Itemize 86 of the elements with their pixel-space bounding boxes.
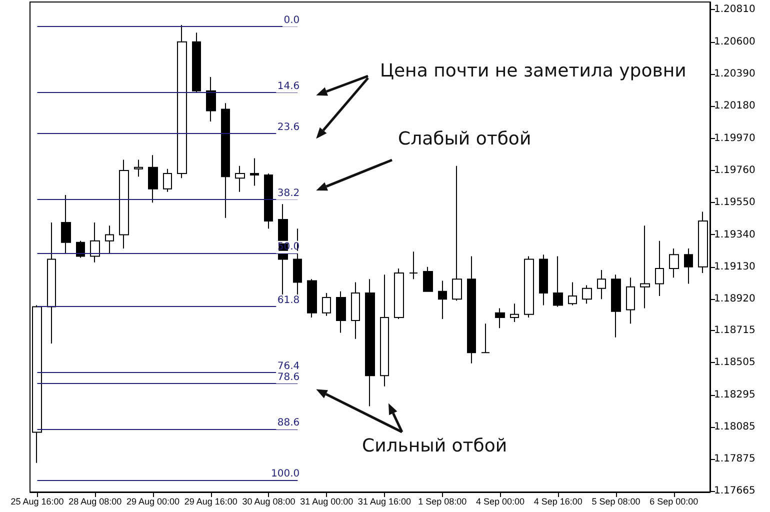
- candlestick: [655, 240, 664, 296]
- x-tick-label: 5 Sep 08:00: [592, 496, 640, 506]
- candlestick: [467, 256, 476, 364]
- candlestick: [409, 251, 418, 280]
- candlestick: [452, 165, 462, 302]
- candlestick: [192, 32, 201, 93]
- candlestick: [438, 280, 447, 320]
- candlestick: [177, 24, 187, 179]
- y-tick-label: 1.17665: [714, 486, 756, 497]
- y-tick-label: 1.20180: [714, 100, 756, 112]
- candlestick: [61, 194, 71, 254]
- y-tick-label: 1.18920: [714, 294, 756, 305]
- candlestick: [235, 165, 245, 192]
- candlestick: [322, 292, 331, 316]
- candlestick: [134, 159, 143, 178]
- candlestick: [669, 248, 679, 278]
- candlestick: [524, 256, 534, 318]
- annotation: 38.2: [277, 188, 300, 200]
- x-tick-label: 6 Sep 00:00: [650, 496, 698, 506]
- candlestick: [684, 248, 693, 284]
- candlestick: [336, 290, 346, 334]
- candlestick: [597, 269, 606, 300]
- candlestick: [90, 222, 100, 263]
- candlestick: [76, 240, 85, 258]
- candlestick: [481, 323, 490, 354]
- candlestick: [206, 76, 216, 122]
- candlestick: [163, 168, 172, 192]
- candlestick: [351, 282, 360, 340]
- candlestick: [264, 173, 273, 230]
- candlestick: [640, 225, 650, 309]
- y-tick-label: 1.17875: [714, 454, 756, 465]
- candlestick: [148, 154, 158, 204]
- annotation: 50.0: [277, 242, 300, 253]
- x-tick-label: 31 Aug 00:00: [300, 496, 354, 506]
- y-tick-label: 1.18085: [714, 421, 756, 432]
- annotation: 0.0: [284, 15, 300, 26]
- annotation: Слабый отбой: [398, 128, 532, 150]
- annotation: 78.6: [277, 372, 300, 383]
- y-tick-label: 1.18505: [714, 357, 756, 368]
- annotation: 88.6: [277, 418, 300, 429]
- y-tick-label: 1.18295: [714, 389, 756, 400]
- annotation: 23.6: [277, 122, 300, 134]
- y-tick-label: 1.19970: [714, 132, 756, 144]
- candlestick: [221, 102, 230, 218]
- candlestick: [568, 282, 577, 306]
- candlestick: [307, 278, 317, 318]
- annotation: Цена почти не заметила уровни: [380, 60, 686, 82]
- x-tick-label: 30 Aug 08:00: [242, 496, 296, 506]
- candlestick: [510, 303, 519, 323]
- x-tick-label: 4 Sep 00:00: [476, 496, 524, 506]
- candlestick: [32, 304, 42, 464]
- candlestick: [250, 158, 259, 186]
- candlestick: [423, 266, 433, 292]
- candlestick: [365, 278, 375, 407]
- candlestick: [119, 159, 129, 250]
- annotation: 100.0: [271, 468, 300, 480]
- candlestick: [495, 308, 505, 329]
- y-tick-label: 1.19760: [714, 164, 756, 176]
- annotation: 76.4: [277, 361, 300, 372]
- candlestick: [539, 254, 548, 306]
- annotation: Сильный отбой: [362, 436, 508, 456]
- y-tick-label: 1.19130: [714, 261, 756, 272]
- candlestick: [611, 274, 621, 338]
- annotation: 61.8: [277, 295, 300, 306]
- x-tick-label: 29 Aug 16:00: [184, 496, 238, 506]
- x-tick-label: 29 Aug 00:00: [126, 496, 180, 506]
- x-tick-label: 28 Aug 08:00: [68, 496, 122, 506]
- y-tick-label: 1.20810: [714, 4, 756, 16]
- candlestick: [626, 277, 635, 324]
- candlestick: [47, 222, 56, 344]
- x-tick-label: 4 Sep 16:00: [534, 496, 582, 506]
- x-tick-label: 25 Aug 16:00: [10, 496, 64, 506]
- candlestick: [553, 256, 563, 308]
- x-tick-label: 1 Sep 08:00: [418, 496, 467, 506]
- y-tick-label: 1.20390: [714, 68, 756, 80]
- y-tick-label: 1.19340: [714, 229, 756, 240]
- candlestick: [105, 225, 114, 254]
- y-tick-label: 1.18715: [714, 324, 756, 336]
- annotation: 14.6: [277, 80, 300, 92]
- candlestick: [582, 284, 592, 304]
- candlestick: [394, 268, 404, 320]
- candlestick: [698, 211, 708, 274]
- y-tick-label: 1.19550: [714, 197, 756, 208]
- x-tick-label: 31 Aug 16:00: [358, 496, 411, 506]
- y-tick-label: 1.20600: [714, 36, 756, 48]
- candlestick: [380, 274, 389, 387]
